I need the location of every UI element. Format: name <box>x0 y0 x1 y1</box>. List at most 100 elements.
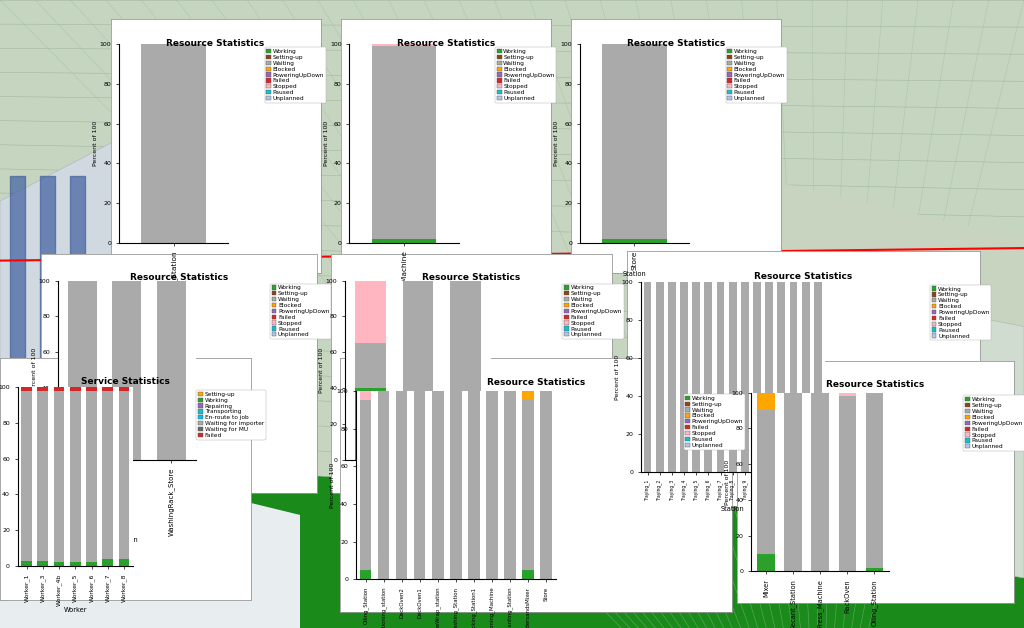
Bar <box>865 568 884 571</box>
Bar <box>119 391 129 559</box>
X-axis label: Station: Station <box>392 323 416 330</box>
Bar <box>777 282 785 472</box>
Bar <box>741 282 749 472</box>
X-axis label: Worker: Worker <box>63 607 87 613</box>
Polygon shape <box>0 138 120 471</box>
Bar <box>839 392 856 396</box>
Bar <box>522 391 534 401</box>
Bar <box>38 391 48 561</box>
Bar <box>757 553 775 571</box>
Legend: Working, Setting-up, Waiting, Blocked, PoweringUpDown, Failed, Stopped, Paused, : Working, Setting-up, Waiting, Blocked, P… <box>264 47 326 103</box>
Bar <box>765 282 773 472</box>
Y-axis label: Percent of 100: Percent of 100 <box>330 462 335 508</box>
Y-axis label: Percent of 100: Percent of 100 <box>32 347 37 392</box>
Bar <box>22 391 32 561</box>
Bar <box>540 391 552 579</box>
Bar <box>643 282 651 472</box>
Bar <box>38 561 48 566</box>
Y-axis label: Percent of 100: Percent of 100 <box>93 121 98 166</box>
Bar <box>692 282 700 472</box>
Bar <box>757 411 775 553</box>
Y-axis label: Percent of 100: Percent of 100 <box>615 354 621 400</box>
Bar <box>68 281 96 460</box>
Text: Resource Statistics: Resource Statistics <box>167 39 264 48</box>
Bar <box>602 239 667 242</box>
X-axis label: Station: Station <box>623 271 646 277</box>
Y-axis label: Percent of 100: Percent of 100 <box>319 347 325 392</box>
Bar <box>70 391 81 562</box>
Text: Resource Statistics: Resource Statistics <box>628 39 725 48</box>
Bar <box>432 391 443 579</box>
Text: Resource Statistics: Resource Statistics <box>423 273 520 283</box>
Bar <box>141 44 206 242</box>
Bar <box>372 46 436 239</box>
Bar <box>705 282 713 472</box>
Bar <box>359 401 372 570</box>
Bar <box>468 391 479 579</box>
Bar <box>359 570 372 579</box>
Bar <box>372 44 436 46</box>
Bar <box>450 281 480 460</box>
Polygon shape <box>750 176 1024 565</box>
Bar <box>655 282 664 472</box>
Bar <box>602 44 667 239</box>
Bar <box>22 561 32 566</box>
Y-axis label: Percent of 100: Percent of 100 <box>324 121 329 166</box>
Bar <box>717 282 724 472</box>
Polygon shape <box>800 283 1024 578</box>
Bar <box>378 391 389 579</box>
Bar <box>402 281 433 460</box>
Text: Resource Statistics: Resource Statistics <box>755 271 852 281</box>
Bar <box>355 281 386 344</box>
Bar <box>504 391 515 579</box>
Legend: Working, Setting-up, Waiting, Blocked, PoweringUpDown, Failed, Stopped, Paused, : Working, Setting-up, Waiting, Blocked, P… <box>964 396 1024 451</box>
Legend: Setting-up, Working, Repairing, Transporting, En-route to job, Waiting for impor: Setting-up, Working, Repairing, Transpor… <box>197 390 265 440</box>
Bar <box>814 282 822 453</box>
Legend: Working, Setting-up, Waiting, Blocked, PoweringUpDown, Failed, Stopped, Paused, : Working, Setting-up, Waiting, Blocked, P… <box>930 284 991 340</box>
Y-axis label: Percent of 100: Percent of 100 <box>725 459 730 505</box>
Text: Resource Statistics: Resource Statistics <box>130 273 228 283</box>
Legend: Working, Setting-up, Waiting, Blocked, PoweringUpDown, Failed, Stopped, Paused, : Working, Setting-up, Waiting, Blocked, P… <box>495 47 556 103</box>
Bar <box>119 387 129 391</box>
Bar <box>680 282 688 472</box>
Bar <box>790 282 798 472</box>
Polygon shape <box>0 458 300 628</box>
Bar <box>372 239 436 242</box>
Bar <box>86 391 97 562</box>
Bar <box>668 282 676 472</box>
Legend: Working, Setting-up, Waiting, Blocked, PoweringUpDown, Failed, Stopped, Paused, : Working, Setting-up, Waiting, Blocked, P… <box>269 283 331 339</box>
Bar <box>784 392 802 571</box>
Bar <box>355 344 386 388</box>
Bar <box>814 453 822 472</box>
Bar <box>522 570 534 579</box>
X-axis label: Station: Station <box>721 506 744 512</box>
Bar <box>53 391 65 562</box>
Legend: Working, Setting-up, Waiting, Blocked, PoweringUpDown, Failed, Stopped, Paused, : Working, Setting-up, Waiting, Blocked, P… <box>562 283 624 339</box>
Text: Resource Statistics: Resource Statistics <box>487 378 585 387</box>
Bar <box>757 392 775 411</box>
X-axis label: Station: Station <box>407 529 430 534</box>
Bar <box>102 387 113 391</box>
Bar <box>70 387 81 391</box>
Bar <box>802 282 810 453</box>
Bar <box>70 562 81 566</box>
Bar <box>102 391 113 559</box>
Bar <box>414 391 426 579</box>
Y-axis label: Percent of 100: Percent of 100 <box>554 121 559 166</box>
Bar <box>522 401 534 570</box>
Bar <box>395 391 408 579</box>
Bar <box>729 282 736 472</box>
Bar <box>450 391 462 579</box>
Bar <box>86 387 97 391</box>
Bar <box>102 559 113 566</box>
Bar <box>865 392 884 568</box>
Polygon shape <box>0 0 1024 515</box>
Text: Service Statistics: Service Statistics <box>81 377 170 386</box>
Bar <box>86 562 97 566</box>
Text: Resource Statistics: Resource Statistics <box>826 381 925 389</box>
Bar <box>22 387 32 391</box>
Bar <box>53 387 65 391</box>
Text: Resource Statistics: Resource Statistics <box>397 39 495 48</box>
X-axis label: Station: Station <box>115 537 138 543</box>
Bar <box>157 281 185 460</box>
